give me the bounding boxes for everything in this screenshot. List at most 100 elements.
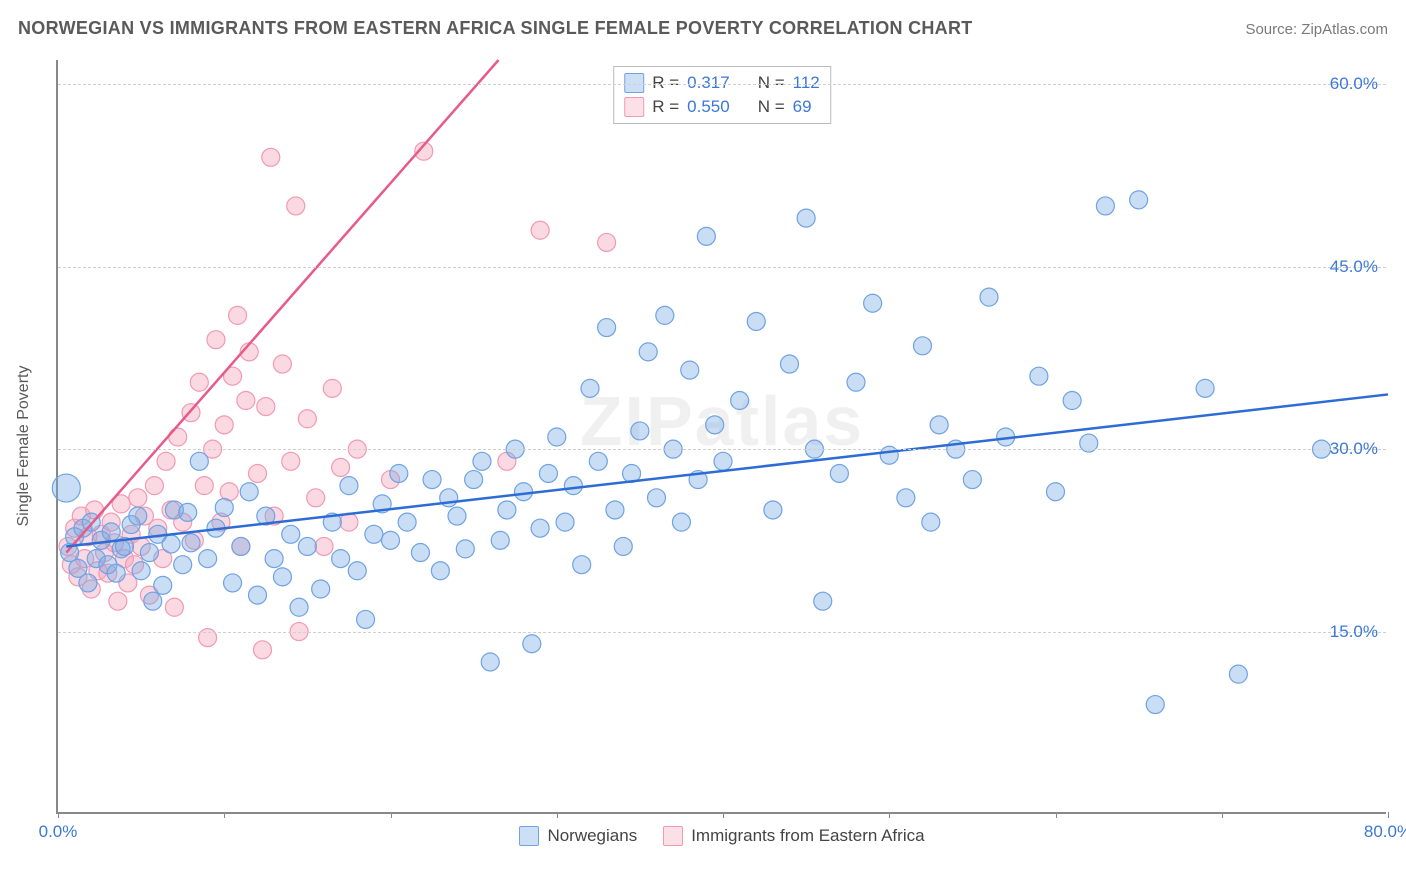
data-point [145, 477, 163, 495]
data-point [548, 428, 566, 446]
n-label: N = [758, 71, 785, 95]
data-point [681, 361, 699, 379]
n-value: 112 [793, 71, 820, 95]
legend-row-pink: R = 0.550 N = 69 [624, 95, 820, 119]
xtick-mark [1222, 812, 1223, 818]
data-point [922, 513, 940, 531]
ytick-label: 60.0% [1330, 74, 1378, 94]
data-point [390, 464, 408, 482]
xtick-mark [224, 812, 225, 818]
data-point [240, 483, 258, 501]
legend-item-pink: Immigrants from Eastern Africa [663, 826, 924, 846]
data-point [109, 592, 127, 610]
data-point [1096, 197, 1114, 215]
r-value: 0.550 [687, 95, 730, 119]
swatch-blue-icon [624, 73, 644, 93]
data-point [332, 550, 350, 568]
data-point [1146, 696, 1164, 714]
ytick-label: 30.0% [1330, 439, 1378, 459]
data-point [814, 592, 832, 610]
data-point [556, 513, 574, 531]
r-value: 0.317 [687, 71, 730, 95]
data-point [79, 574, 97, 592]
data-point [980, 288, 998, 306]
data-point [140, 544, 158, 562]
data-point [257, 398, 275, 416]
data-point [249, 586, 267, 604]
data-point [1030, 367, 1048, 385]
data-point [864, 294, 882, 312]
data-point [706, 416, 724, 434]
data-point [315, 537, 333, 555]
xtick-mark [889, 812, 890, 818]
legend-row-blue: R = 0.317 N = 112 [624, 71, 820, 95]
data-point [169, 428, 187, 446]
legend-correlation: R = 0.317 N = 112 R = 0.550 N = 69 [613, 66, 831, 124]
data-point [249, 464, 267, 482]
data-point [215, 416, 233, 434]
data-point [963, 471, 981, 489]
swatch-pink-icon [624, 97, 644, 117]
data-point [290, 598, 308, 616]
data-point [531, 519, 549, 537]
data-point [174, 556, 192, 574]
data-point [411, 544, 429, 562]
xtick-mark [58, 812, 59, 818]
n-label: N = [758, 95, 785, 119]
data-point [273, 355, 291, 373]
data-point [539, 464, 557, 482]
r-label: R = [652, 71, 679, 95]
data-point [573, 556, 591, 574]
xtick-label: 80.0% [1364, 822, 1406, 842]
xtick-mark [557, 812, 558, 818]
data-point [229, 306, 247, 324]
source-label: Source: ZipAtlas.com [1245, 21, 1388, 38]
r-label: R = [652, 95, 679, 119]
ytick-label: 15.0% [1330, 622, 1378, 642]
data-point [431, 562, 449, 580]
data-point [232, 537, 250, 555]
legend-label: Immigrants from Eastern Africa [691, 826, 924, 846]
data-point [398, 513, 416, 531]
data-point [190, 373, 208, 391]
data-point [332, 458, 350, 476]
gridline [58, 632, 1386, 633]
data-point [847, 373, 865, 391]
data-point [382, 531, 400, 549]
data-point [312, 580, 330, 598]
data-point [144, 592, 162, 610]
data-point [606, 501, 624, 519]
data-point [182, 534, 200, 552]
data-point [273, 568, 291, 586]
data-point [423, 471, 441, 489]
data-point [102, 523, 120, 541]
chart-container: NORWEGIAN VS IMMIGRANTS FROM EASTERN AFR… [0, 0, 1406, 892]
plot-area: ZIPatlas R = 0.317 N = 112 R = 0.550 N =… [56, 60, 1386, 814]
y-axis-label: Single Female Poverty [15, 366, 33, 527]
legend-item-blue: Norwegians [519, 826, 637, 846]
data-point [914, 337, 932, 355]
data-point [515, 483, 533, 501]
data-point [340, 477, 358, 495]
data-point [237, 392, 255, 410]
data-point [448, 507, 466, 525]
data-point [1063, 392, 1081, 410]
data-point [1229, 665, 1247, 683]
data-point [656, 306, 674, 324]
data-point [298, 537, 316, 555]
swatch-pink-icon [663, 826, 683, 846]
data-point [797, 209, 815, 227]
data-point [581, 379, 599, 397]
data-point [195, 477, 213, 495]
data-point [614, 537, 632, 555]
data-point [199, 550, 217, 568]
data-point [897, 489, 915, 507]
scatter-svg [58, 60, 1386, 812]
data-point [129, 489, 147, 507]
data-point [1130, 191, 1148, 209]
data-point [157, 452, 175, 470]
data-point [714, 452, 732, 470]
data-point [473, 452, 491, 470]
xtick-mark [1388, 812, 1389, 818]
data-point [282, 525, 300, 543]
